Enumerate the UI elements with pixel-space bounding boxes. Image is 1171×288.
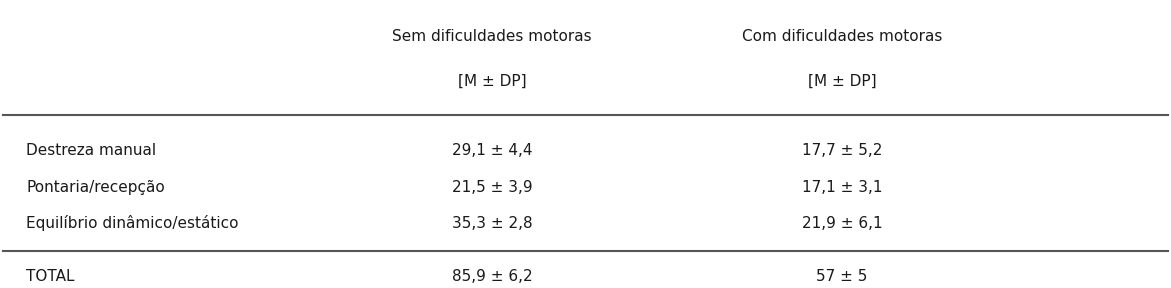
- Text: TOTAL: TOTAL: [26, 269, 75, 284]
- Text: 35,3 ± 2,8: 35,3 ± 2,8: [452, 216, 533, 231]
- Text: Equilíbrio dinâmico/estático: Equilíbrio dinâmico/estático: [26, 215, 239, 232]
- Text: 29,1 ± 4,4: 29,1 ± 4,4: [452, 143, 533, 158]
- Text: 17,1 ± 3,1: 17,1 ± 3,1: [802, 180, 882, 195]
- Text: 17,7 ± 5,2: 17,7 ± 5,2: [802, 143, 882, 158]
- Text: [M ± DP]: [M ± DP]: [458, 73, 527, 88]
- Text: [M ± DP]: [M ± DP]: [808, 73, 876, 88]
- Text: 85,9 ± 6,2: 85,9 ± 6,2: [452, 269, 533, 284]
- Text: Pontaria/recepção: Pontaria/recepção: [26, 180, 165, 195]
- Text: 57 ± 5: 57 ± 5: [816, 269, 868, 284]
- Text: Sem dificuldades motoras: Sem dificuldades motoras: [392, 29, 593, 44]
- Text: 21,5 ± 3,9: 21,5 ± 3,9: [452, 180, 533, 195]
- Text: Destreza manual: Destreza manual: [26, 143, 156, 158]
- Text: 21,9 ± 6,1: 21,9 ± 6,1: [802, 216, 882, 231]
- Text: Com dificuldades motoras: Com dificuldades motoras: [741, 29, 943, 44]
